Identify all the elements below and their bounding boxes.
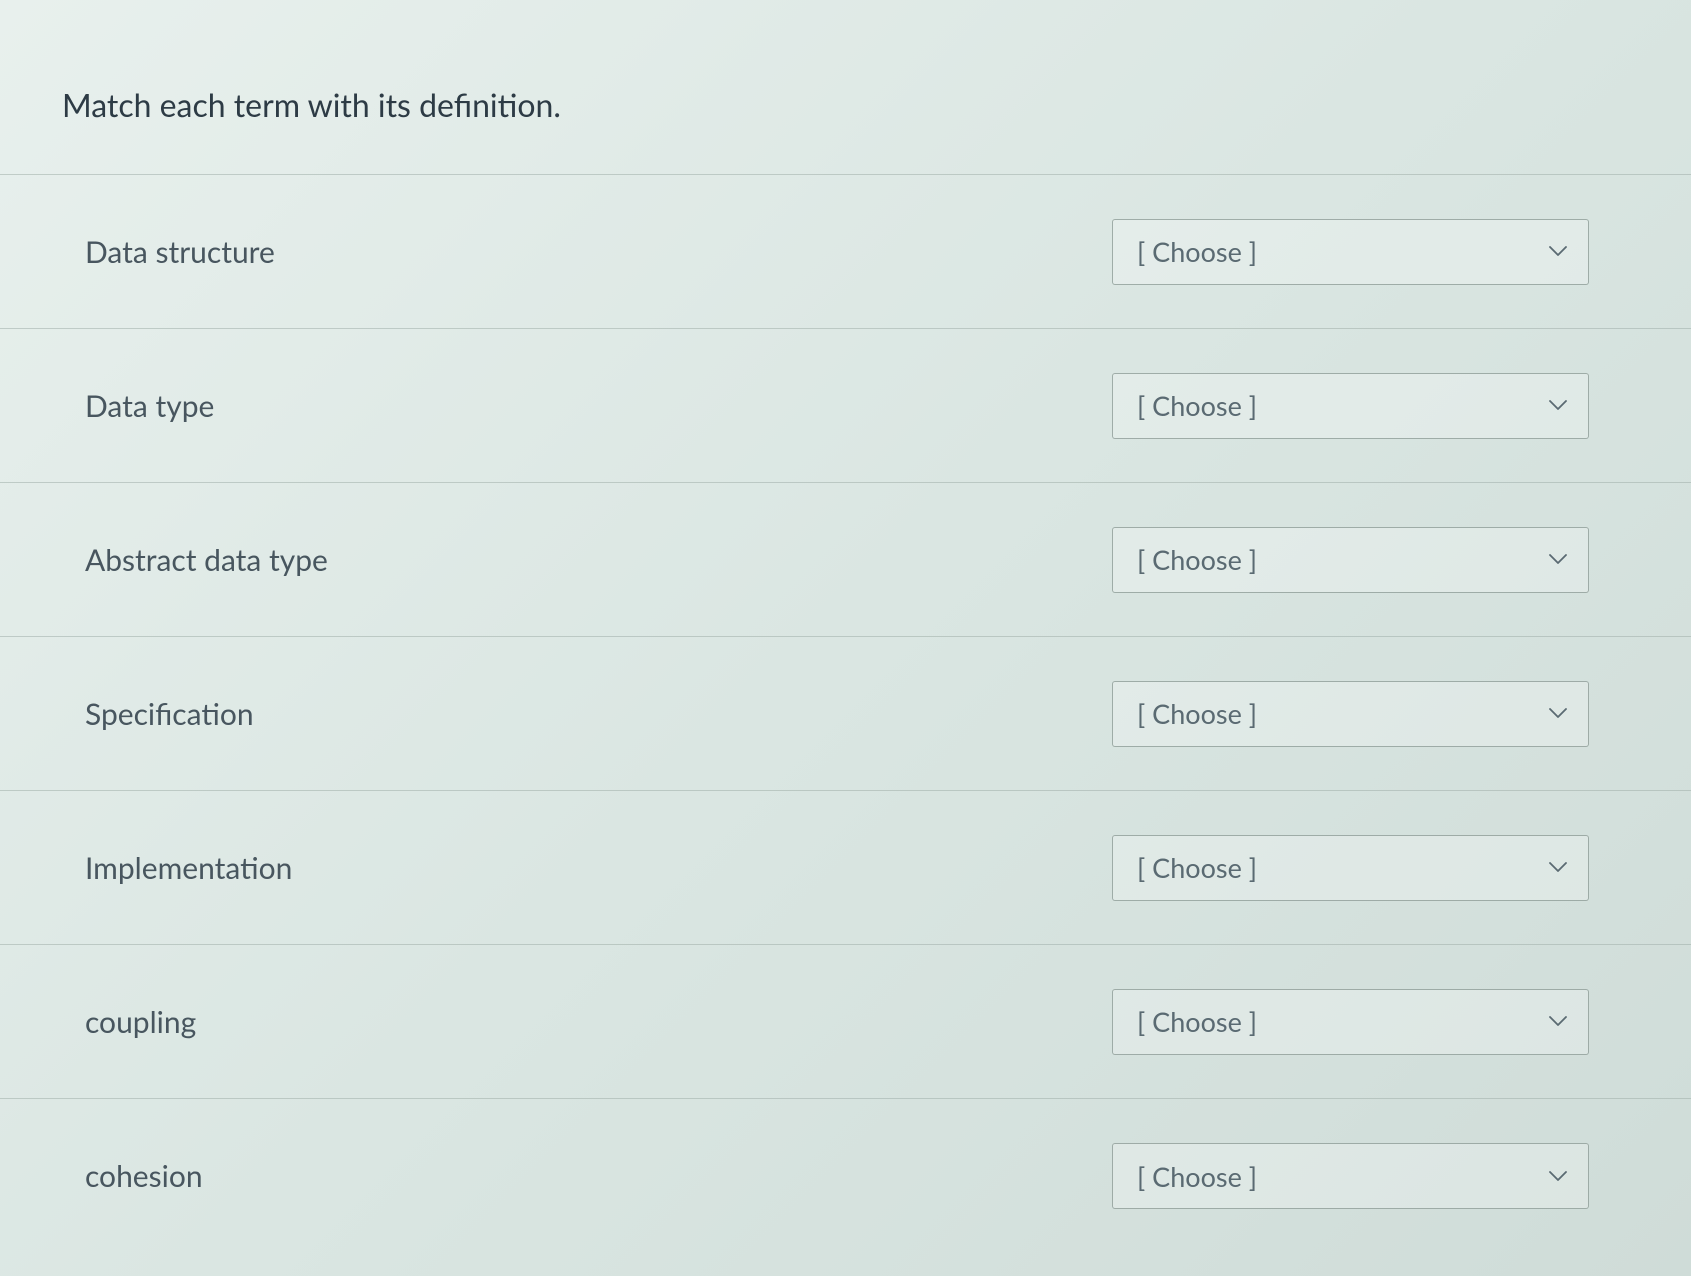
term-label: Specification [85,696,1112,732]
chevron-down-icon [1548,550,1568,570]
dropdown-placeholder: [ Choose ] [1137,851,1257,884]
chevron-down-icon [1548,396,1568,416]
definition-dropdown[interactable]: [ Choose ] [1112,681,1589,747]
chevron-down-icon [1548,1012,1568,1032]
term-label: Data structure [85,234,1112,270]
term-label: Implementation [85,850,1112,886]
dropdown-placeholder: [ Choose ] [1137,697,1257,730]
match-row: coupling [ Choose ] [0,945,1691,1099]
chevron-down-icon [1548,858,1568,878]
question-prompt: Match each term with its definition. [0,40,1691,175]
match-row: cohesion [ Choose ] [0,1099,1691,1253]
chevron-down-icon [1548,1166,1568,1186]
match-row: Data structure [ Choose ] [0,175,1691,329]
definition-dropdown[interactable]: [ Choose ] [1112,1143,1589,1209]
term-label: Abstract data type [85,542,1112,578]
match-row: Abstract data type [ Choose ] [0,483,1691,637]
definition-dropdown[interactable]: [ Choose ] [1112,989,1589,1055]
quiz-container: Match each term with its definition. Dat… [0,0,1691,1253]
term-label: Data type [85,388,1112,424]
definition-dropdown[interactable]: [ Choose ] [1112,835,1589,901]
chevron-down-icon [1548,704,1568,724]
dropdown-placeholder: [ Choose ] [1137,1005,1257,1038]
term-label: cohesion [85,1158,1112,1194]
match-row: Data type [ Choose ] [0,329,1691,483]
term-label: coupling [85,1004,1112,1040]
match-row: Specification [ Choose ] [0,637,1691,791]
chevron-down-icon [1548,242,1568,262]
dropdown-placeholder: [ Choose ] [1137,543,1257,576]
match-row: Implementation [ Choose ] [0,791,1691,945]
definition-dropdown[interactable]: [ Choose ] [1112,373,1589,439]
definition-dropdown[interactable]: [ Choose ] [1112,527,1589,593]
dropdown-placeholder: [ Choose ] [1137,235,1257,268]
dropdown-placeholder: [ Choose ] [1137,1160,1257,1193]
dropdown-placeholder: [ Choose ] [1137,389,1257,422]
definition-dropdown[interactable]: [ Choose ] [1112,219,1589,285]
